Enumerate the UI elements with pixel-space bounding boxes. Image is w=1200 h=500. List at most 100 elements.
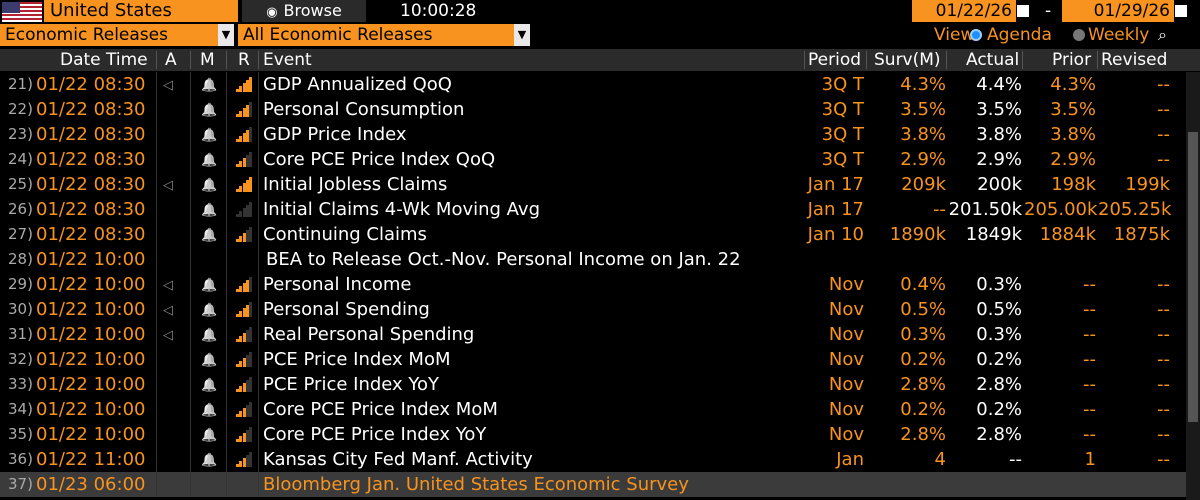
table-row[interactable]: 27) 01/22 08:30 🔔 Continuing Claims Jan 10 18… bbox=[0, 222, 1200, 247]
bell-icon[interactable]: 🔔 bbox=[201, 403, 218, 418]
search-icon[interactable]: ⌕ bbox=[1158, 25, 1167, 44]
relevance-bar bbox=[239, 386, 243, 392]
subcategory-select[interactable]: All Economic Releases ▼ bbox=[238, 24, 530, 46]
bell-icon[interactable]: 🔔 bbox=[201, 353, 218, 368]
table-row[interactable]: 31) 01/22 10:00 ◁ 🔔 Real Personal Spending No… bbox=[0, 322, 1200, 347]
event-name[interactable]: Initial Claims 4-Wk Moving Avg bbox=[263, 199, 541, 220]
table-row[interactable]: 37) 01/23 06:00 Bloomberg Jan. United Stat… bbox=[0, 472, 1200, 497]
table-row[interactable]: 30) 01/22 10:00 ◁ 🔔 Personal Spending Nov 0.5%… bbox=[0, 297, 1200, 322]
table-row[interactable]: 23) 01/22 08:30 🔔 GDP Price Index 3Q T 3.8% 3.… bbox=[0, 122, 1200, 147]
vertical-scrollbar[interactable] bbox=[1186, 72, 1200, 500]
col-relevance[interactable]: R bbox=[238, 50, 250, 70]
bell-icon[interactable]: 🔔 bbox=[201, 303, 218, 318]
table-row[interactable]: 25) 01/22 08:30 ◁ 🔔 Initial Jobless Claims Ja… bbox=[0, 172, 1200, 197]
bell-icon[interactable]: 🔔 bbox=[201, 128, 218, 143]
row-datetime: 01/22 10:00 bbox=[36, 424, 146, 445]
relevance-bar bbox=[242, 458, 246, 467]
bell-icon[interactable]: 🔔 bbox=[201, 278, 218, 293]
event-name[interactable]: Personal Income bbox=[263, 274, 412, 295]
speaker-alert-icon[interactable]: ◁ bbox=[163, 278, 173, 293]
category-select[interactable]: Economic Releases ▼ bbox=[0, 24, 234, 46]
revised-value bbox=[1098, 472, 1170, 497]
speaker-alert-icon[interactable]: ◁ bbox=[163, 303, 173, 318]
relevance-bars-icon bbox=[236, 427, 253, 442]
bell-icon[interactable]: 🔔 bbox=[201, 228, 218, 243]
column-divider bbox=[156, 172, 157, 197]
col-actual[interactable]: Actual bbox=[966, 50, 1020, 70]
relevance-bar bbox=[236, 364, 239, 367]
relevance-bar bbox=[236, 414, 239, 417]
relevance-bar bbox=[242, 158, 246, 167]
col-event[interactable]: Event bbox=[263, 50, 312, 70]
event-name[interactable]: Continuing Claims bbox=[263, 224, 427, 245]
event-name[interactable]: GDP Annualized QoQ bbox=[263, 74, 452, 95]
table-row[interactable]: 22) 01/22 08:30 🔔 Personal Consumption 3Q T 3… bbox=[0, 97, 1200, 122]
bell-icon[interactable]: 🔔 bbox=[201, 378, 218, 393]
event-name[interactable]: PCE Price Index YoY bbox=[263, 374, 440, 395]
event-name[interactable]: PCE Price Index MoM bbox=[263, 349, 451, 370]
table-row[interactable]: 32) 01/22 10:00 🔔 PCE Price Index MoM Nov 0.2… bbox=[0, 347, 1200, 372]
event-name[interactable]: Personal Spending bbox=[263, 299, 430, 320]
event-name[interactable]: BEA to Release Oct.-Nov. Personal Income… bbox=[266, 249, 741, 270]
start-date-field[interactable]: 01/22/26 bbox=[912, 0, 1016, 22]
speaker-alert-icon[interactable]: ◁ bbox=[163, 78, 173, 93]
bell-icon[interactable]: 🔔 bbox=[201, 178, 218, 193]
col-alert[interactable]: A bbox=[165, 50, 177, 70]
bell-icon[interactable]: 🔔 bbox=[201, 203, 218, 218]
weekly-label[interactable]: Weekly bbox=[1088, 25, 1150, 45]
table-row[interactable]: 35) 01/22 10:00 🔔 Core PCE Price Index YoY N… bbox=[0, 422, 1200, 447]
agenda-label[interactable]: Agenda bbox=[987, 25, 1052, 45]
col-prior[interactable]: Prior bbox=[1052, 50, 1092, 70]
subcategory-value: All Economic Releases bbox=[243, 25, 433, 45]
relevance-bar bbox=[242, 133, 246, 142]
chevron-down-icon[interactable]: ▼ bbox=[514, 24, 530, 46]
table-row[interactable]: 21) 01/22 08:30 ◁ 🔔 GDP Annualized QoQ 3Q T 4.… bbox=[0, 72, 1200, 97]
col-datetime[interactable]: Date Time bbox=[60, 50, 148, 70]
event-name[interactable]: GDP Price Index bbox=[263, 124, 407, 145]
event-name[interactable]: Personal Consumption bbox=[263, 99, 465, 120]
weekly-radio[interactable] bbox=[1073, 29, 1085, 41]
event-name[interactable]: Initial Jobless Claims bbox=[263, 174, 448, 195]
bell-icon[interactable]: 🔔 bbox=[201, 328, 218, 343]
table-row[interactable]: 28) 01/22 10:00 BEA to Release Oct.-Nov. P… bbox=[0, 247, 1200, 272]
bell-icon[interactable]: 🔔 bbox=[201, 153, 218, 168]
chevron-down-icon[interactable]: ▼ bbox=[218, 24, 234, 46]
scrollbar-thumb[interactable] bbox=[1188, 132, 1198, 422]
table-row[interactable]: 36) 01/22 11:00 🔔 Kansas City Fed Manf. Act… bbox=[0, 447, 1200, 472]
agenda-radio[interactable] bbox=[970, 29, 982, 41]
bell-icon[interactable]: 🔔 bbox=[201, 103, 218, 118]
event-name[interactable]: Core PCE Price Index YoY bbox=[263, 424, 487, 445]
end-calendar-icon[interactable] bbox=[1174, 4, 1188, 18]
table-row[interactable]: 29) 01/22 10:00 ◁ 🔔 Personal Income Nov 0.4% 0.… bbox=[0, 272, 1200, 297]
bell-icon[interactable]: 🔔 bbox=[201, 453, 218, 468]
period-value: 3Q T bbox=[821, 149, 864, 170]
survey-value: 209k bbox=[901, 174, 946, 195]
bell-icon[interactable]: 🔔 bbox=[201, 78, 218, 93]
event-name[interactable]: Kansas City Fed Manf. Activity bbox=[263, 449, 533, 470]
start-calendar-icon[interactable] bbox=[1016, 4, 1030, 18]
column-divider bbox=[190, 397, 191, 422]
col-revised[interactable]: Revised bbox=[1101, 50, 1168, 70]
speaker-alert-icon[interactable]: ◁ bbox=[163, 328, 173, 343]
end-date-field[interactable]: 01/29/26 bbox=[1062, 0, 1174, 22]
bell-icon[interactable]: 🔔 bbox=[201, 428, 218, 443]
relevance-bar bbox=[242, 408, 246, 417]
event-name[interactable]: Core PCE Price Index MoM bbox=[263, 399, 498, 420]
col-period[interactable]: Period bbox=[808, 50, 862, 70]
column-divider bbox=[226, 97, 227, 122]
table-row[interactable]: 34) 01/22 10:00 🔔 Core PCE Price Index MoM N… bbox=[0, 397, 1200, 422]
table-row[interactable]: 26) 01/22 08:30 🔔 Initial Claims 4-Wk Movin… bbox=[0, 197, 1200, 222]
browse-button[interactable]: ◉ Browse bbox=[242, 0, 366, 22]
event-name[interactable]: Core PCE Price Index QoQ bbox=[263, 149, 496, 170]
table-row[interactable]: 33) 01/22 10:00 🔔 PCE Price Index YoY Nov 2.8… bbox=[0, 372, 1200, 397]
col-survey[interactable]: Surv(M) bbox=[874, 50, 941, 70]
country-field[interactable]: United States bbox=[44, 0, 238, 22]
speaker-alert-icon[interactable]: ◁ bbox=[163, 178, 173, 193]
actual-value: 0.3% bbox=[976, 324, 1022, 345]
event-name[interactable]: Bloomberg Jan. United States Economic Su… bbox=[263, 474, 689, 495]
table-row[interactable]: 24) 01/22 08:30 🔔 Core PCE Price Index QoQ 3… bbox=[0, 147, 1200, 172]
relevance-bar bbox=[249, 327, 253, 342]
revised-value: -- bbox=[1157, 149, 1170, 170]
col-monitor[interactable]: M bbox=[200, 50, 215, 70]
event-name[interactable]: Real Personal Spending bbox=[263, 324, 475, 345]
